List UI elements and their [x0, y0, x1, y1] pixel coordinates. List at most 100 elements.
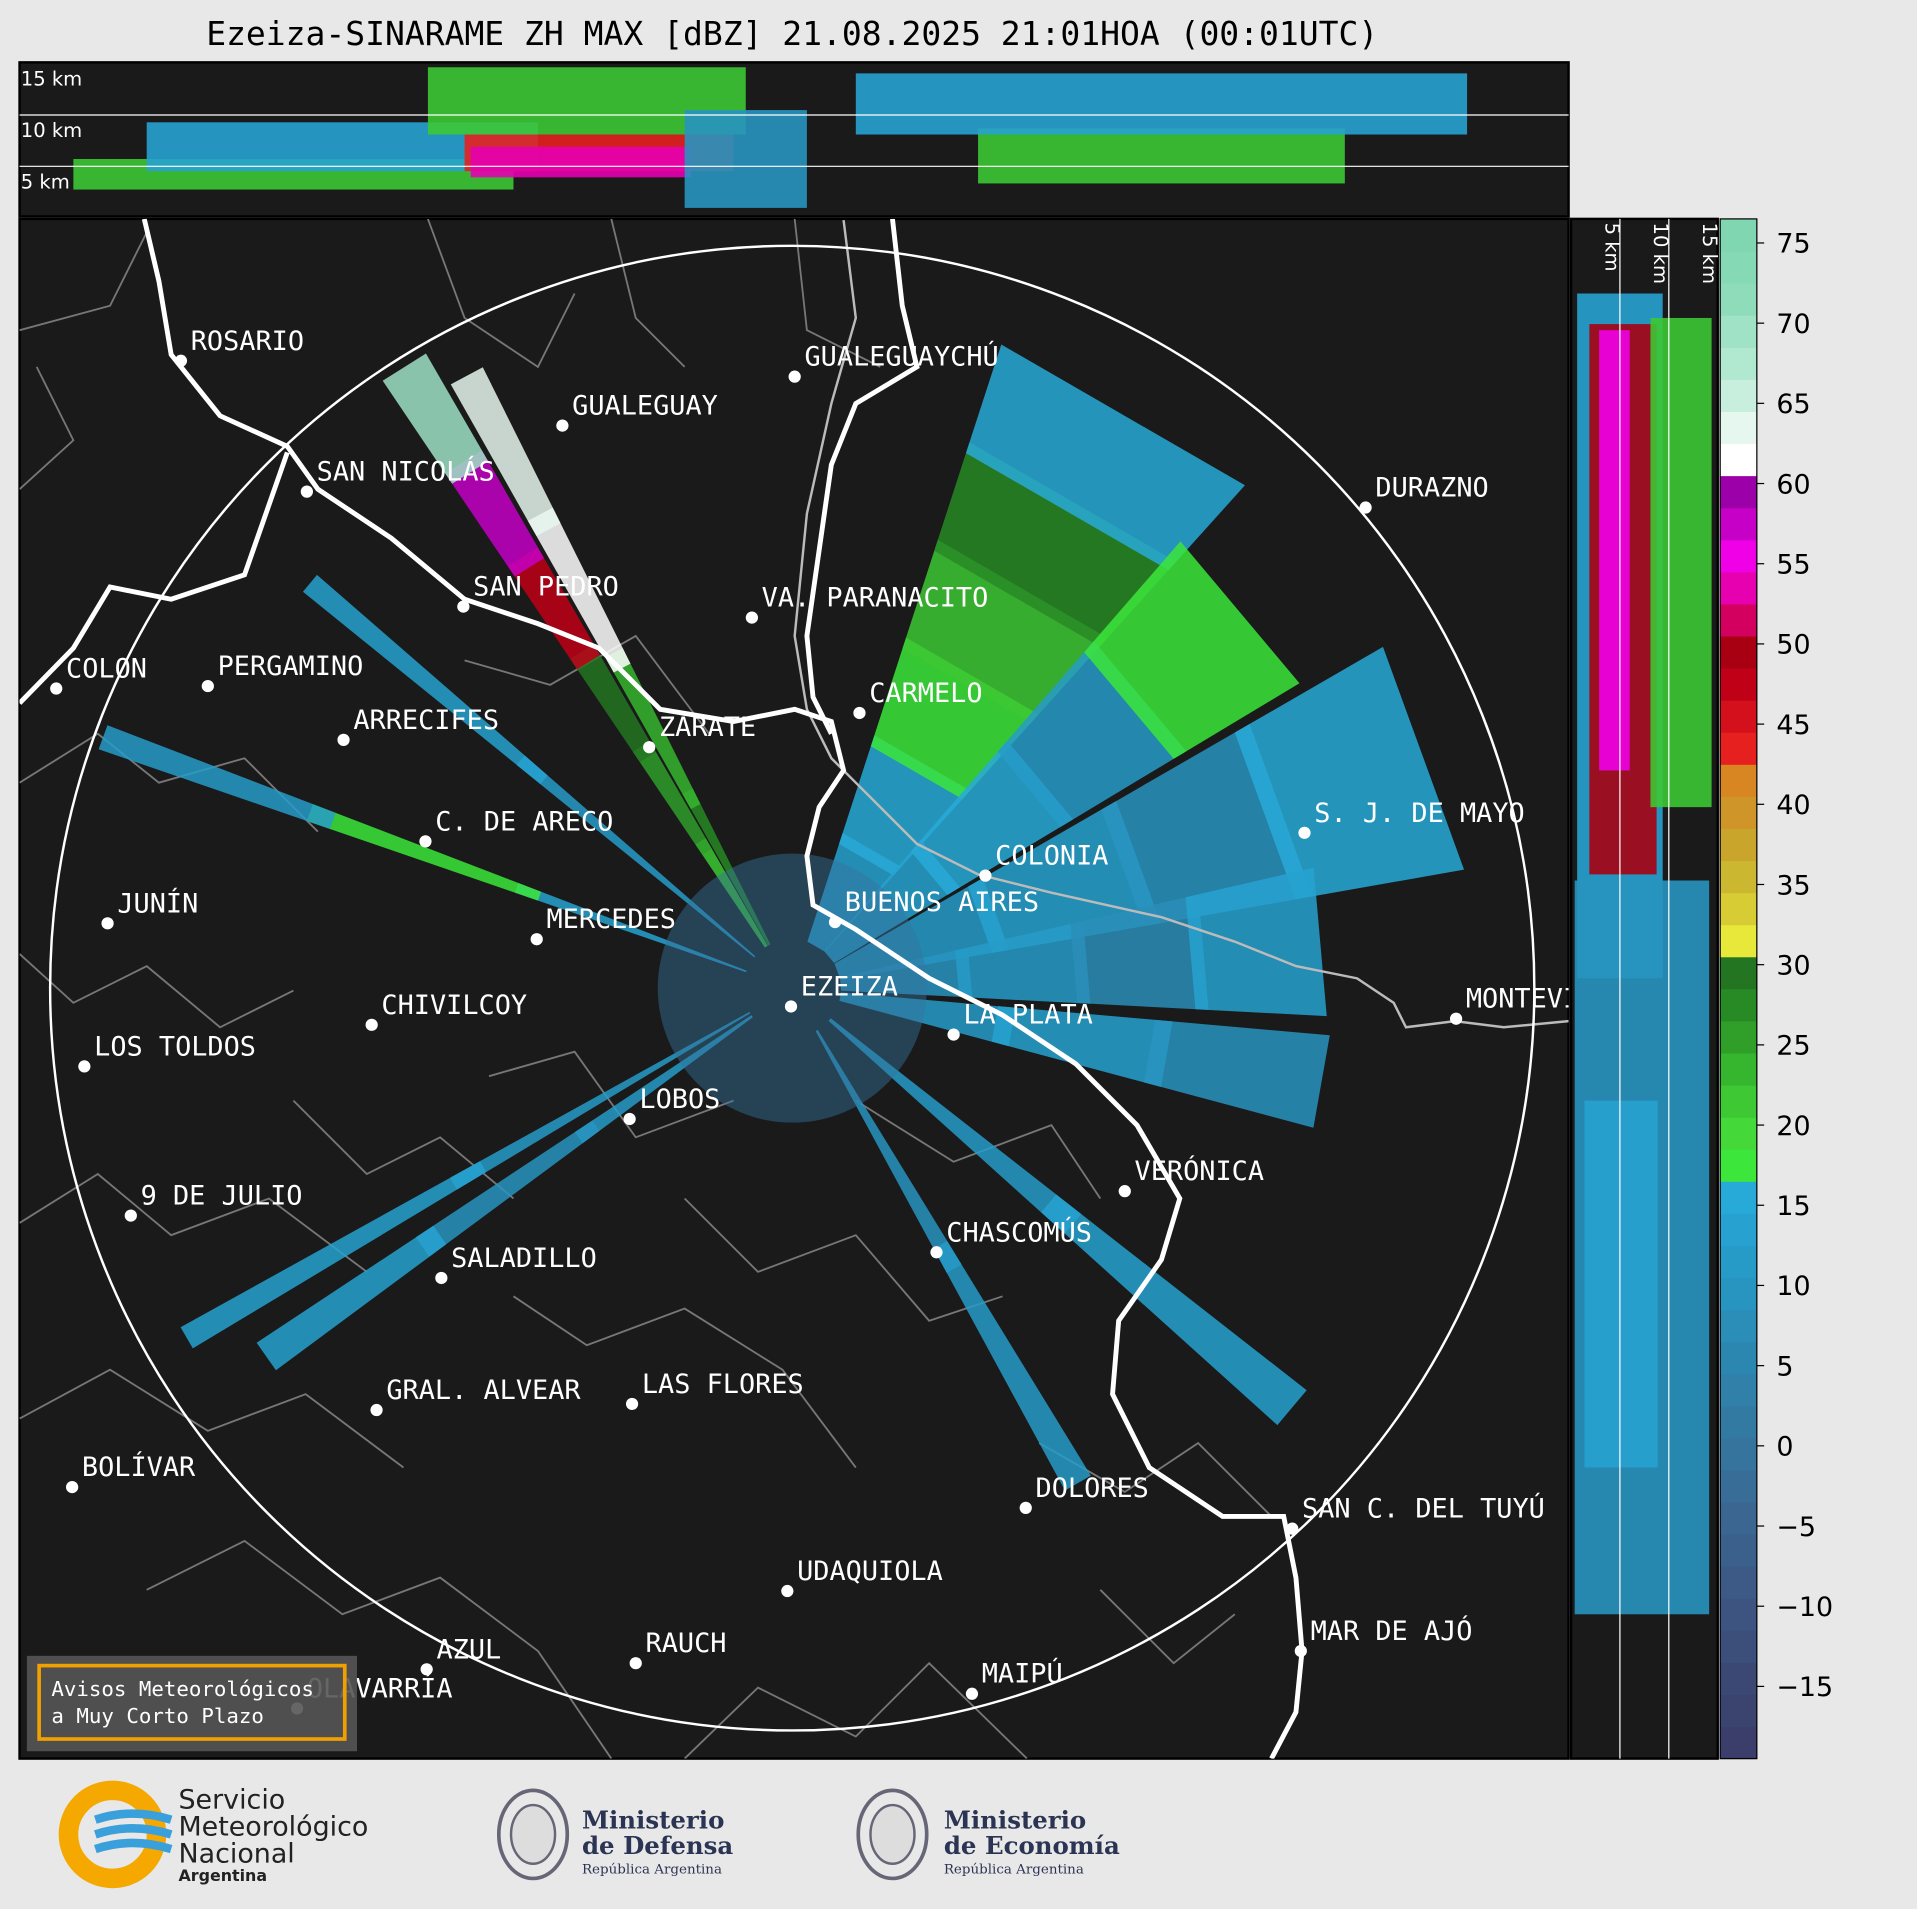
- city-label: 9 DE JULIO: [141, 1181, 303, 1212]
- city-dot: [1294, 1644, 1307, 1658]
- colorbar-bin: [1720, 892, 1757, 926]
- colorbar-tick-label: 75: [1776, 229, 1810, 260]
- colorbar-bin: [1720, 1117, 1757, 1150]
- notice-line: a Muy Corto Plazo: [51, 1704, 264, 1728]
- logo-text: Meteorológico: [178, 1812, 368, 1843]
- city-dot: [625, 1397, 639, 1411]
- logo-shield-inner: [869, 1803, 916, 1865]
- colorbar: −15 −10 −5 0 5 10 15 20 25 30 35 40 45 50 55 60 65 70 75: [1719, 218, 1833, 1760]
- logo-smn: Servicio Meteorológico Nacional Argentin…: [58, 1780, 368, 1889]
- echo-sector: [997, 641, 1187, 827]
- city-label: COLONIA: [995, 841, 1108, 872]
- logo-defensa: Ministerio de Defensa República Argentin…: [496, 1788, 733, 1881]
- section-echo: [855, 73, 1468, 135]
- city-label: CHASCOMÚS: [946, 1216, 1092, 1248]
- height-label: 5 km: [21, 170, 70, 193]
- echo-sector: [516, 755, 756, 958]
- colorbar-bin: [1720, 1181, 1757, 1214]
- city-dot: [1359, 501, 1372, 514]
- city-dot: [979, 869, 992, 882]
- echo-sector: [574, 1015, 753, 1144]
- city-dot: [1449, 1012, 1463, 1025]
- city-dot: [435, 1271, 448, 1285]
- logo-text: de Economía: [944, 1831, 1120, 1860]
- city-dot: [420, 1663, 433, 1676]
- colorbar-tick-label: 20: [1776, 1111, 1810, 1142]
- city-label: MAIPÚ: [982, 1658, 1063, 1690]
- colorbar-bin: [1720, 571, 1757, 605]
- echo-sector: [445, 450, 545, 577]
- logo-text: Servicio: [178, 1785, 285, 1816]
- section-echo: [1599, 330, 1630, 771]
- height-label: 15 km: [21, 68, 82, 91]
- notice-button[interactable]: Avisos Meteorológicos a Muy Corto Plazo: [26, 1655, 357, 1752]
- colorbar-tick-label: 50: [1776, 630, 1810, 661]
- city-dot: [623, 1112, 636, 1126]
- city-dot: [50, 682, 63, 695]
- colorbar-tick-label: 0: [1776, 1432, 1793, 1463]
- city-label: BUENOS AIRES: [845, 887, 1039, 918]
- colorbar-bin: [1720, 283, 1757, 316]
- height-label: 10 km: [1649, 223, 1672, 284]
- colorbar-tick-label: −15: [1776, 1672, 1833, 1703]
- echo-sector: [1084, 541, 1300, 759]
- section-echo: [1584, 1100, 1658, 1468]
- logo-subtext: República Argentina: [944, 1863, 1084, 1878]
- echo-sector: [450, 1011, 751, 1190]
- city-dot: [1118, 1185, 1131, 1198]
- city-label: GUALEGUAYCHÚ: [804, 341, 998, 373]
- echo-sector: [1070, 894, 1209, 1010]
- city-dot: [419, 835, 432, 848]
- city-label: RAUCH: [646, 1628, 727, 1659]
- colorbar-bin: [1720, 635, 1757, 669]
- city-dot: [828, 915, 842, 929]
- city-dot: [930, 1246, 943, 1259]
- logo-waves: [94, 1809, 173, 1854]
- echo-sector: [382, 353, 489, 484]
- colorbar-tick-label: 35: [1776, 870, 1810, 901]
- city-dot: [947, 1028, 960, 1041]
- colorbar-tick-label: 10: [1776, 1271, 1810, 1302]
- logo-subtext: Argentina: [178, 1866, 267, 1885]
- echo-sector: [1185, 867, 1327, 1017]
- rivers: [793, 219, 1569, 1029]
- city-label: MONTEVIDEO: [1466, 984, 1628, 1015]
- colorbar-bin: [1720, 667, 1757, 701]
- city-label: PERGAMINO: [218, 651, 364, 682]
- city-label: MAR DE AJÓ: [1311, 1615, 1473, 1647]
- city-dot: [965, 1687, 979, 1700]
- echo-sector: [632, 741, 712, 855]
- colorbar-bin: [1720, 1662, 1757, 1696]
- city-label: EZEIZA: [801, 971, 898, 1002]
- colorbar-bin: [1720, 1309, 1757, 1343]
- colorbar-bin: [1720, 1084, 1757, 1118]
- city-label: VA. PARANACITO: [762, 583, 989, 614]
- city-dot: [1298, 826, 1311, 839]
- notice-backdrop: [26, 1655, 357, 1752]
- echo-sector: [955, 920, 1091, 1004]
- city-label: JUNÍN: [117, 887, 198, 919]
- city-label: UDAQUIOLA: [797, 1556, 943, 1587]
- colorbar-bin: [1720, 1566, 1757, 1599]
- top-echoes: [73, 67, 1468, 208]
- city-label: COLON: [66, 654, 147, 685]
- colorbar-bin: [1720, 732, 1757, 765]
- city-dot: [337, 733, 350, 746]
- city-dot: [457, 600, 470, 613]
- city-label: C. DE ARECO: [435, 806, 613, 837]
- city-label: LOS TOLDOS: [94, 1031, 256, 1062]
- height-label: 5 km: [1600, 223, 1623, 272]
- city-dot: [124, 1209, 137, 1222]
- echo-sector: [450, 367, 561, 537]
- colorbar-bin: [1720, 250, 1757, 284]
- echo-sector: [695, 838, 768, 948]
- colorbar-tick-label: 70: [1776, 309, 1810, 340]
- colorbar-bin: [1720, 1694, 1757, 1728]
- colorbar-bin: [1720, 1149, 1757, 1182]
- city-dot: [643, 741, 656, 754]
- colorbar-bin: [1720, 860, 1757, 894]
- echo-sector: [839, 992, 1016, 1047]
- city-dot: [201, 679, 214, 693]
- colorbar-tick-label: 25: [1776, 1031, 1810, 1062]
